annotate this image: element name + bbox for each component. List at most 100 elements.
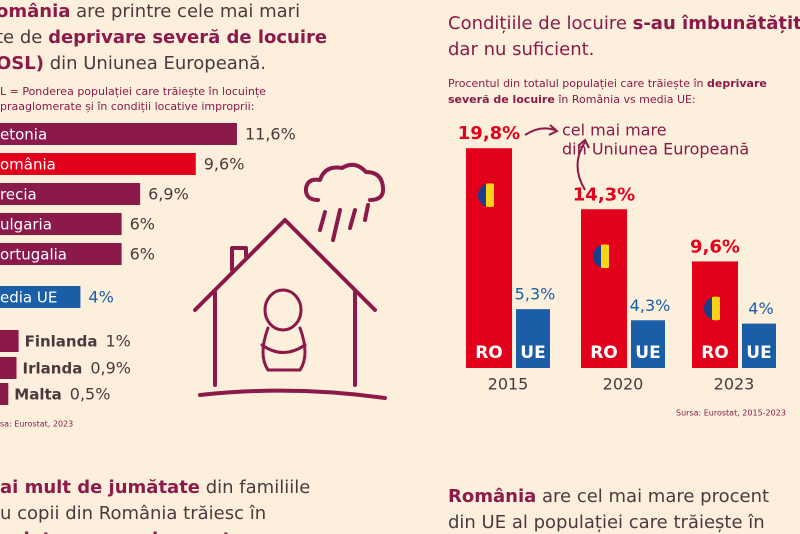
- bar: [0, 153, 196, 175]
- value-label: 4,3%: [630, 296, 671, 315]
- left-title: omânia are printre cele mai mari: [0, 1, 300, 22]
- flag-stripe: [486, 183, 494, 208]
- value-label: 11,6%: [245, 125, 296, 144]
- bar: [0, 243, 122, 265]
- bottom-right-text: din UE al populației care trăiește în: [448, 512, 765, 533]
- value-label: 9,6%: [204, 155, 245, 174]
- left-title-part: din Uniunea Europeană.: [44, 53, 266, 74]
- value-label: 5,3%: [515, 285, 556, 304]
- flag: [478, 183, 502, 208]
- category-label: Malta: [14, 386, 61, 404]
- value-label: 14,3%: [573, 184, 635, 205]
- right-title: Condițiile de locuire s-au îmbunătățit,: [448, 13, 800, 34]
- subtitle: L = Ponderea populației care trăiește în…: [0, 85, 266, 98]
- value-label: 6,9%: [148, 185, 189, 204]
- x-tick-label: 2023: [714, 375, 755, 394]
- subtitle-part: în România vs media UE:: [555, 93, 696, 106]
- bar: [0, 357, 17, 379]
- bottom-left-text: u copii din România trăiesc în: [0, 503, 266, 524]
- bar: [0, 330, 19, 352]
- bottom-left-text-part: din familiile: [200, 477, 310, 498]
- series-label: RO: [475, 343, 503, 363]
- bar: [581, 209, 627, 368]
- x-tick-label: 2015: [488, 375, 529, 394]
- bar: [0, 123, 237, 145]
- series-label: UE: [520, 343, 545, 363]
- subtitle-part: Procentul din totalul populației care tr…: [448, 77, 707, 90]
- flag-stripe: [494, 183, 502, 208]
- subtitle: severă de locuire în România vs media UE…: [448, 93, 696, 106]
- value-label: 6%: [130, 245, 155, 264]
- source: Sursa: Eurostat, 2015-2023: [676, 409, 786, 418]
- bottom-left-text-part: u copii din România trăiesc în: [0, 503, 266, 524]
- bar: [516, 309, 550, 368]
- left-title-part: omânia: [0, 1, 70, 22]
- subtitle-part: severă de locuire: [448, 93, 555, 106]
- right-title: dar nu suficient.: [448, 39, 594, 60]
- bar: [0, 183, 141, 205]
- bottom-left-text-part: ai mult de jumătate: [0, 477, 200, 498]
- series-label: RO: [590, 343, 618, 363]
- source: sa: Eurostat, 2023: [0, 420, 73, 429]
- left-title: OSL) din Uniunea Europeană.: [0, 53, 266, 74]
- category-label: etonia: [0, 126, 47, 144]
- annotation: din Uniunea Europeană: [562, 140, 749, 159]
- series-label: RO: [701, 343, 729, 363]
- category-label: omânia: [0, 156, 56, 174]
- value-label: 0,9%: [90, 359, 131, 378]
- x-tick-label: 2020: [603, 375, 644, 394]
- right-title-part: Condițiile de locuire: [448, 13, 633, 34]
- flag: [704, 296, 728, 321]
- flag-stripe: [478, 183, 486, 208]
- bottom-right-text-part: are cel mai mare procent: [536, 486, 769, 507]
- flag: [593, 244, 617, 269]
- flag-stripe: [601, 244, 609, 269]
- bar: [0, 213, 122, 235]
- value-label: 1%: [105, 332, 130, 351]
- series-label: UE: [746, 343, 771, 363]
- flag-stripe: [704, 296, 712, 321]
- left-title-part: te de: [0, 27, 48, 48]
- flag-stripe: [712, 296, 720, 321]
- left-title-part: OSL): [0, 53, 44, 74]
- bar: [0, 383, 9, 405]
- right-title-part: dar nu suficient.: [448, 39, 594, 60]
- bottom-left-text: cuințe supraaglomerate: [0, 529, 243, 534]
- bottom-right-text: România are cel mai mare procent: [448, 486, 769, 507]
- category-label: ulgaria: [0, 216, 52, 234]
- annotation: cel mai mare: [562, 121, 667, 140]
- house-illustration: [193, 162, 387, 400]
- annotation-arrows: [524, 124, 590, 191]
- value-label: 6%: [130, 215, 155, 234]
- left-title: te de deprivare severă de locuire: [0, 27, 327, 48]
- flag-stripe: [609, 244, 617, 269]
- subtitle-part: deprivare: [707, 77, 767, 90]
- subtitle: Procentul din totalul populației care tr…: [448, 77, 767, 90]
- bottom-right-text-part: România: [448, 486, 536, 507]
- value-label: 9,6%: [690, 236, 740, 257]
- bar: [631, 320, 665, 368]
- left-title-part: deprivare severă de locuire: [48, 27, 327, 48]
- bar: [0, 286, 81, 308]
- left-title-part: are printre cele mai mari: [70, 1, 300, 22]
- category-label: edia UE: [0, 289, 57, 307]
- right-title-part: s-au îmbunătățit,: [633, 13, 800, 34]
- value-label: 4%: [88, 288, 113, 307]
- flag-stripe: [593, 244, 601, 269]
- flag-stripe: [720, 296, 728, 321]
- category-label: Irlanda: [23, 360, 83, 378]
- series-label: UE: [635, 343, 660, 363]
- value-label: 19,8%: [458, 123, 520, 144]
- category-label: ortugalia: [0, 246, 67, 264]
- subtitle: praaglomerate și în condiții locative im…: [0, 100, 254, 113]
- bottom-left-text-part: cuințe supraaglomerate: [0, 529, 243, 534]
- bottom-right-text-part: din UE al populației care trăiește în: [448, 512, 765, 533]
- value-label: 0,5%: [70, 385, 111, 404]
- category-label: recia: [0, 186, 37, 204]
- category-label: Finlanda: [25, 333, 98, 351]
- bar: [466, 148, 512, 368]
- bar: [742, 323, 776, 368]
- value-label: 4%: [748, 299, 773, 318]
